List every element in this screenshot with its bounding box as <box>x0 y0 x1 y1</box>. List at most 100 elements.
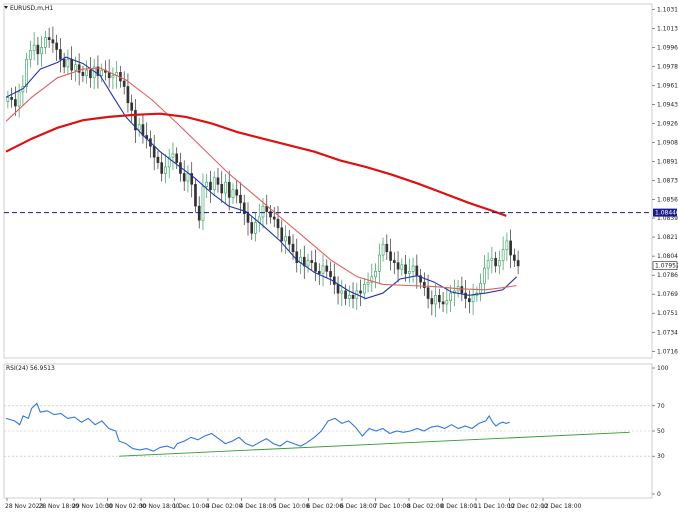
price-y-tick-label: 1.08560 <box>657 197 678 204</box>
candle-bull <box>434 294 437 305</box>
candle-bull <box>100 69 104 76</box>
price-y-axis: 1.10310 1.10135 1.09960 1.09785 1.09610 1.094… <box>652 6 678 355</box>
candle-bear <box>287 236 291 245</box>
candle-bear <box>426 287 430 299</box>
candle-bull <box>17 91 21 107</box>
x-tick-label: 4 Dec 02:00 <box>206 503 243 510</box>
price-y-tick-label: 1.07690 <box>657 291 678 298</box>
x-tick-label: 6 Dec 18:00 <box>340 503 377 510</box>
candle-bull <box>370 276 374 283</box>
candle-bull <box>486 260 490 269</box>
horizontal-line-tag <box>653 208 677 217</box>
candle-bear <box>430 298 434 305</box>
chevron-down-icon[interactable] <box>4 6 8 9</box>
price-y-tick-label: 1.09435 <box>657 101 678 108</box>
candle-bull <box>411 265 415 272</box>
candle-bear <box>295 251 299 263</box>
x-tick-label: 30 Nov 18:00 <box>139 503 180 510</box>
ma-line-1 <box>5 56 517 300</box>
x-tick-label: 12 Dec 02:00 <box>508 503 549 510</box>
candle-bear <box>14 99 17 107</box>
candle-bear <box>70 58 73 71</box>
price-y-tick-label: 1.08390 <box>657 215 678 222</box>
current-price-tag-label: 1.07952 <box>655 263 678 270</box>
candle-bear <box>317 271 321 274</box>
x-tick-label: 8 Dec 02:00 <box>407 503 444 510</box>
candle-bull <box>483 267 486 284</box>
price-y-tick-label: 1.07165 <box>657 348 678 355</box>
candle-bear <box>77 64 81 73</box>
x-tick-label: 6 Dec 02:00 <box>307 503 344 510</box>
candle-bull <box>498 260 501 267</box>
candle-bull <box>212 177 216 191</box>
candle-bull <box>445 300 449 305</box>
candle-bear <box>51 39 55 44</box>
rsi-y-tick-label: 100 <box>657 365 669 372</box>
candle-bull <box>171 153 175 158</box>
horizontal-line-tag-label: 1.08440 <box>655 210 678 217</box>
candle-bear <box>227 181 231 198</box>
candle-bull <box>366 281 370 285</box>
x-tick-label: 29 Nov 10:00 <box>72 503 113 510</box>
candle-bear <box>392 260 396 263</box>
candle-bear <box>107 72 111 79</box>
candle-bear <box>269 211 272 218</box>
rsi-line <box>5 402 510 452</box>
rsi-y-tick-label: 70 <box>657 403 665 410</box>
candle-bear <box>10 97 13 100</box>
candle-bear <box>389 251 392 261</box>
candle-bull <box>347 294 351 299</box>
candle-bear <box>351 294 355 299</box>
candle-bull <box>164 166 167 174</box>
price-y-tick-label: 1.09960 <box>657 44 678 51</box>
candle-bear <box>81 72 85 76</box>
rsi-y-tick-label: 0 <box>657 491 661 498</box>
rsi-chart-title: RSI(24) 56.9513 <box>6 365 55 372</box>
candle-bear <box>344 290 347 299</box>
candle-bull <box>254 222 257 234</box>
candle-bear <box>329 271 332 278</box>
candle-bull <box>261 205 265 218</box>
candle-bear <box>359 290 362 294</box>
candle-bear <box>220 184 224 194</box>
candle-bear <box>441 301 445 305</box>
price-y-tick-label: 1.09610 <box>657 82 678 89</box>
candle-bull <box>479 283 482 294</box>
candle-bull <box>501 249 505 261</box>
price-y-tick-label: 1.08040 <box>657 253 678 260</box>
ma-line-3 <box>5 112 507 217</box>
candle-bear <box>460 286 464 294</box>
candle-bull <box>400 264 404 270</box>
x-tick-label: 4 Dec 18:00 <box>240 503 277 510</box>
candle-bear <box>209 181 212 191</box>
candle-bear <box>246 213 250 223</box>
x-tick-label: 28 Nov 18:00 <box>39 503 80 510</box>
price-y-tick-label: 1.09260 <box>657 120 678 127</box>
price-panel-frame <box>3 3 653 359</box>
rsi-y-tick-label: 50 <box>657 428 665 435</box>
candle-bull <box>381 243 385 256</box>
candle-bear <box>36 44 40 55</box>
candle-bear <box>494 257 497 267</box>
candle-bull <box>231 189 235 198</box>
current-price-tag <box>652 261 678 270</box>
x-tick-label: 12 Dec 18:00 <box>541 503 582 510</box>
candle-bear <box>272 216 276 220</box>
candle-bear <box>404 264 407 274</box>
candle-bear <box>62 58 66 68</box>
candle-bull <box>224 181 227 194</box>
price-y-tick-label: 1.07340 <box>657 329 678 336</box>
candle-bear <box>396 262 400 270</box>
price-y-tick-label: 1.09785 <box>657 63 678 70</box>
candle-bull <box>66 58 70 68</box>
x-tick-label: 11 Dec 10:00 <box>474 503 515 510</box>
candle-bear <box>59 49 62 60</box>
price-y-tick-label: 1.08735 <box>657 178 678 185</box>
candle-bear <box>291 243 295 253</box>
price-chart-title: EURUSD,m,H1 <box>10 5 53 12</box>
candle-bear <box>216 177 220 185</box>
price-y-tick-label: 1.09085 <box>657 139 678 146</box>
rsi-levels <box>4 405 652 457</box>
candle-bull <box>29 50 32 60</box>
